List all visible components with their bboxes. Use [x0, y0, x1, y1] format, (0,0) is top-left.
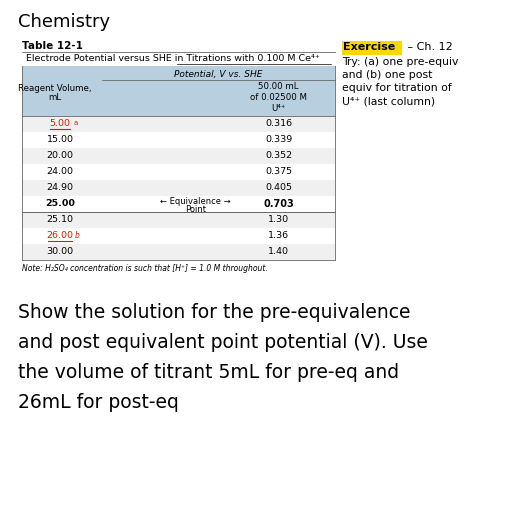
Text: Chemistry: Chemistry	[18, 13, 110, 31]
Text: Point: Point	[185, 204, 206, 213]
Text: 5.00: 5.00	[49, 119, 70, 129]
Text: 0.375: 0.375	[265, 167, 292, 176]
Text: 0.339: 0.339	[265, 135, 292, 144]
Text: the volume of titrant 5mL for pre-eq and: the volume of titrant 5mL for pre-eq and	[18, 363, 399, 382]
Text: 50.00 mL
of 0.02500 M
U⁴⁺: 50.00 mL of 0.02500 M U⁴⁺	[250, 82, 307, 113]
Bar	[22, 164, 335, 180]
Text: a: a	[74, 120, 78, 126]
Text: 30.00: 30.00	[47, 247, 73, 256]
Bar	[22, 244, 335, 260]
Text: Reagent Volume,: Reagent Volume,	[18, 84, 92, 93]
Text: 0.316: 0.316	[265, 119, 292, 129]
Text: equiv for titration of: equiv for titration of	[342, 83, 452, 93]
Text: b: b	[75, 230, 80, 239]
Text: 26mL for post-eq: 26mL for post-eq	[18, 393, 179, 412]
Text: 15.00: 15.00	[47, 135, 73, 144]
Text: 1.40: 1.40	[268, 247, 289, 256]
Bar	[22, 196, 335, 212]
Text: 24.00: 24.00	[47, 167, 73, 176]
Text: Show the solution for the pre-equivalence: Show the solution for the pre-equivalenc…	[18, 303, 410, 322]
Text: 1.30: 1.30	[268, 216, 289, 225]
Text: Electrode Potential versus SHE in Titrations with 0.100 M Ce⁴⁺: Electrode Potential versus SHE in Titrat…	[26, 54, 320, 63]
Text: and post equivalent point potential (V). Use: and post equivalent point potential (V).…	[18, 333, 428, 352]
Text: 0.703: 0.703	[263, 199, 294, 209]
Text: U⁴⁺ (last column): U⁴⁺ (last column)	[342, 96, 435, 106]
Text: Note: H₂SO₄ concentration is such that [H⁺] = 1.0 M throughout.: Note: H₂SO₄ concentration is such that […	[22, 264, 268, 273]
Text: 26.00: 26.00	[47, 232, 73, 241]
Text: Try: (a) one pre-equiv: Try: (a) one pre-equiv	[342, 57, 459, 67]
Bar	[22, 132, 335, 148]
Bar	[22, 180, 335, 196]
Text: Potential, V vs. SHE: Potential, V vs. SHE	[174, 70, 263, 79]
Text: Exercise: Exercise	[343, 42, 395, 53]
Bar	[22, 66, 335, 116]
Text: 20.00: 20.00	[47, 151, 73, 160]
Text: ← Equivalence →: ← Equivalence →	[160, 196, 230, 205]
Text: and (b) one post: and (b) one post	[342, 70, 432, 80]
Bar	[22, 148, 335, 164]
Bar	[22, 212, 335, 228]
Bar	[22, 116, 335, 132]
Bar	[22, 228, 335, 244]
Text: Table 12-1: Table 12-1	[22, 41, 83, 51]
Text: – Ch. 12: – Ch. 12	[404, 42, 453, 53]
Text: mL: mL	[48, 93, 62, 102]
Bar	[342, 41, 402, 55]
Text: 24.90: 24.90	[47, 184, 73, 193]
Text: 25.10: 25.10	[47, 216, 73, 225]
Text: 25.00: 25.00	[45, 200, 75, 209]
Text: 0.405: 0.405	[265, 184, 292, 193]
Text: 1.36: 1.36	[268, 232, 289, 241]
Text: 0.352: 0.352	[265, 151, 292, 160]
